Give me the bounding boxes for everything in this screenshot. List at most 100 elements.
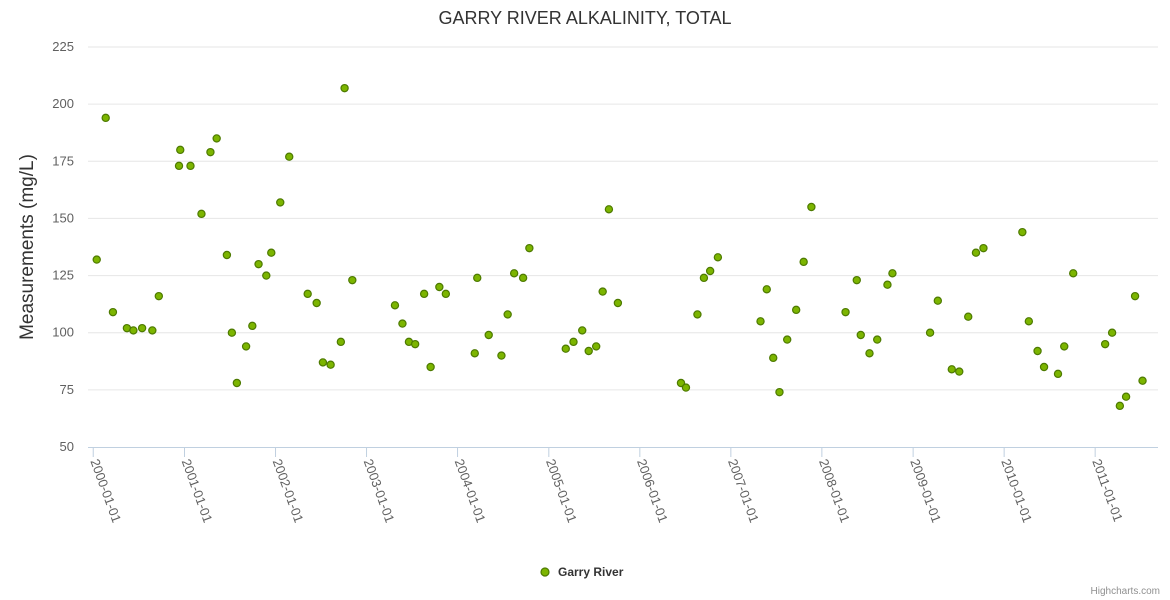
data-point[interactable] — [197, 209, 206, 219]
data-point[interactable] — [473, 273, 482, 283]
data-point[interactable] — [92, 255, 101, 264]
x-axis: 2000-01-01 2001-01-01 2002-01-01 2003-01-01… — [87, 447, 1158, 525]
data-point[interactable] — [154, 291, 164, 301]
data-point[interactable] — [227, 328, 237, 337]
data-point[interactable] — [775, 387, 784, 397]
data-point[interactable] — [1107, 328, 1117, 337]
data-point[interactable] — [241, 342, 251, 351]
data-point[interactable] — [398, 319, 407, 328]
data-point[interactable] — [865, 349, 874, 358]
data-point[interactable] — [410, 339, 420, 349]
data-point[interactable] — [705, 266, 715, 276]
x-tick-label: 2011-01-01 — [1089, 457, 1126, 524]
data-point[interactable] — [232, 378, 242, 388]
data-point[interactable] — [318, 358, 328, 367]
x-tick-label: 2008-01-01 — [816, 457, 853, 525]
data-point[interactable] — [1024, 317, 1034, 326]
data-point[interactable] — [254, 259, 263, 269]
legend[interactable]: Garry River — [540, 565, 624, 579]
data-point[interactable] — [699, 273, 709, 283]
data-point[interactable] — [129, 326, 138, 335]
data-point[interactable] — [303, 289, 312, 299]
data-point[interactable] — [947, 365, 956, 374]
data-point[interactable] — [852, 275, 861, 285]
data-point[interactable] — [584, 346, 593, 356]
data-point[interactable] — [1033, 346, 1042, 356]
data-point[interactable] — [525, 243, 534, 253]
data-point[interactable] — [148, 326, 157, 335]
data-point[interactable] — [971, 248, 981, 257]
data-point[interactable] — [841, 307, 850, 317]
data-point[interactable] — [1115, 401, 1125, 411]
data-point[interactable] — [176, 145, 185, 155]
data-point[interactable] — [693, 310, 702, 319]
data-point[interactable] — [1060, 342, 1069, 351]
data-point[interactable] — [348, 275, 357, 285]
data-point[interactable] — [613, 298, 623, 308]
legend-item-garry-river[interactable]: Garry River — [558, 565, 624, 579]
data-point[interactable] — [101, 113, 110, 123]
data-point[interactable] — [561, 344, 570, 353]
data-point[interactable] — [769, 353, 778, 363]
data-point[interactable] — [676, 378, 686, 388]
data-point[interactable] — [518, 273, 528, 283]
data-point[interactable] — [955, 367, 964, 376]
data-point[interactable] — [807, 202, 816, 212]
data-point[interactable] — [791, 305, 801, 315]
data-point[interactable] — [267, 248, 276, 257]
data-point[interactable] — [1053, 369, 1063, 379]
data-point[interactable] — [756, 317, 765, 326]
data-point[interactable] — [1069, 269, 1078, 278]
data-point[interactable] — [1018, 227, 1027, 237]
data-point[interactable] — [1138, 376, 1147, 385]
data-point[interactable] — [248, 321, 257, 331]
data-point[interactable] — [426, 362, 435, 372]
data-point[interactable] — [856, 330, 865, 340]
data-point[interactable] — [435, 282, 444, 292]
data-point[interactable] — [591, 342, 601, 351]
data-point[interactable] — [222, 250, 232, 260]
data-point[interactable] — [470, 349, 479, 358]
data-point[interactable] — [503, 310, 512, 319]
data-point[interactable] — [484, 330, 493, 340]
data-point[interactable] — [206, 147, 215, 157]
data-point[interactable] — [799, 257, 808, 267]
data-point[interactable] — [979, 243, 988, 253]
data-point[interactable] — [186, 161, 195, 171]
data-point[interactable] — [509, 269, 519, 278]
data-point[interactable] — [598, 287, 607, 296]
data-point[interactable] — [276, 198, 285, 207]
data-point[interactable] — [883, 280, 892, 289]
data-point[interactable] — [262, 271, 271, 280]
data-point[interactable] — [783, 335, 792, 344]
data-point[interactable] — [933, 296, 943, 305]
data-point[interactable] — [1121, 392, 1131, 401]
data-point[interactable] — [108, 307, 118, 317]
data-point[interactable] — [312, 298, 321, 308]
data-point[interactable] — [326, 360, 335, 369]
data-point[interactable] — [681, 383, 691, 392]
data-point[interactable] — [340, 83, 349, 93]
data-point[interactable] — [336, 337, 346, 347]
data-point[interactable] — [1039, 362, 1049, 372]
data-point[interactable] — [762, 285, 771, 294]
data-point[interactable] — [212, 134, 221, 143]
data-point[interactable] — [390, 301, 400, 310]
data-point[interactable] — [569, 337, 578, 347]
data-point[interactable] — [713, 253, 723, 262]
data-point[interactable] — [888, 269, 897, 278]
data-point[interactable] — [137, 323, 147, 333]
data-point[interactable] — [964, 312, 973, 321]
data-point[interactable] — [285, 152, 294, 161]
data-point[interactable] — [873, 335, 882, 344]
data-point[interactable] — [578, 326, 587, 335]
data-point[interactable] — [174, 161, 184, 171]
data-point[interactable] — [925, 328, 935, 337]
data-point[interactable] — [441, 289, 451, 299]
data-point[interactable] — [1130, 291, 1140, 301]
data-point[interactable] — [604, 205, 614, 214]
data-point[interactable] — [419, 289, 429, 299]
credits-link[interactable]: Highcharts.com — [1091, 586, 1160, 597]
data-point[interactable] — [1100, 339, 1110, 349]
data-point[interactable] — [497, 351, 506, 360]
